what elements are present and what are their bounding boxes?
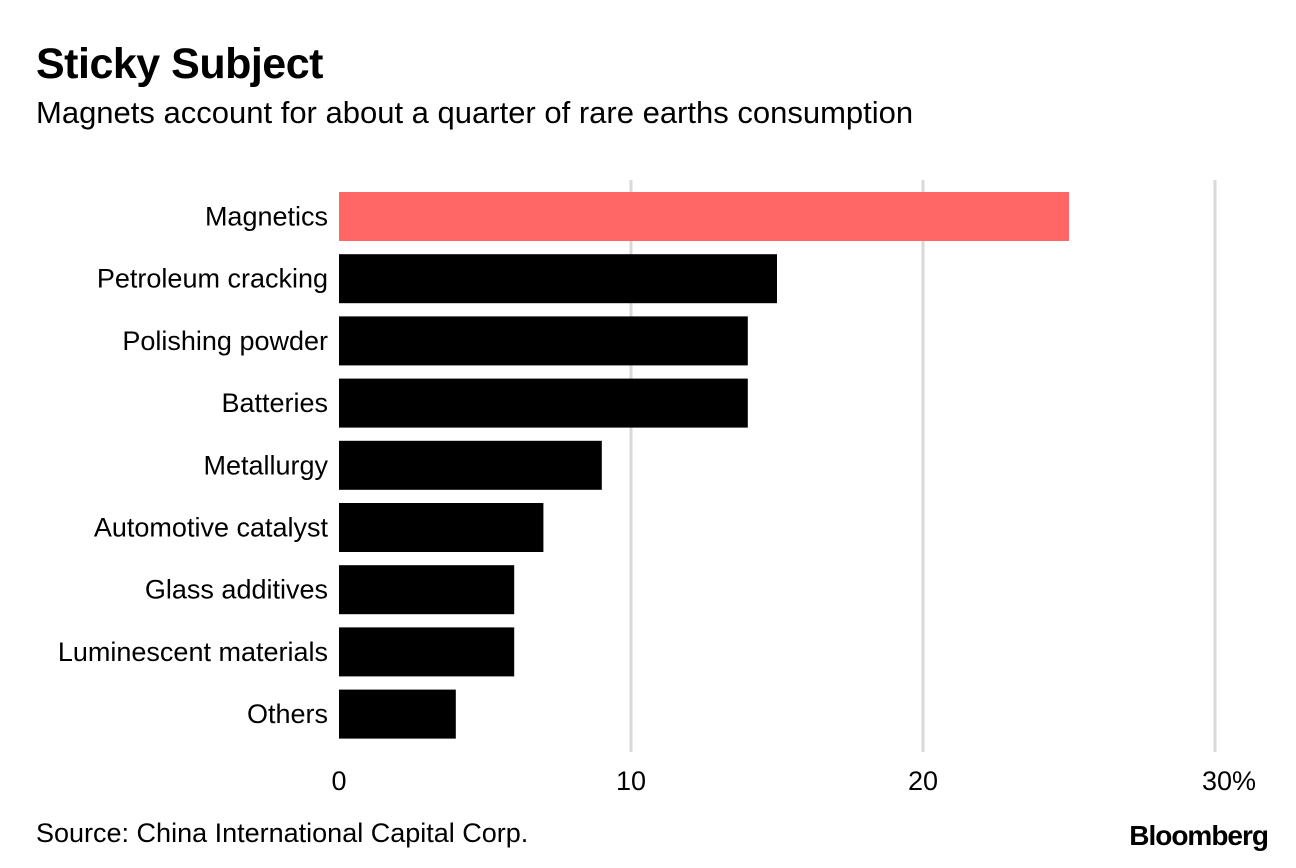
category-label-glass-additives: Glass additives [145,575,328,605]
category-label-others: Others [247,699,328,729]
bloomberg-logo: Bloomberg [1129,820,1269,851]
source-note: Source: China International Capital Corp… [36,818,529,848]
x-tick-label-10: 10 [616,766,646,796]
chart-subtitle: Magnets account for about a quarter of r… [36,95,914,130]
bar-automotive-catalyst [339,503,544,552]
x-tick-label-30: 30% [1202,766,1256,796]
bar-polishing-powder [339,316,748,366]
x-tick-label-0: 0 [331,766,346,796]
category-label-luminescent-materials: Luminescent materials [58,637,328,667]
chart-title: Sticky Subject [36,40,323,88]
category-label-polishing-powder: Polishing powder [122,326,328,356]
bar-petroleum-cracking [339,254,777,304]
x-tick-label-20: 20 [908,766,938,796]
category-label-automotive-catalyst: Automotive catalyst [94,513,329,543]
category-label-batteries: Batteries [221,388,328,418]
category-label-magnetics: Magnetics [205,202,328,232]
bar-glass-additives [339,565,515,615]
bar-magnetics [339,192,1069,241]
bar-metallurgy [339,440,602,490]
bar-luminescent-materials [339,627,515,677]
category-label-metallurgy: Metallurgy [203,450,328,480]
category-label-petroleum-cracking: Petroleum cracking [97,264,328,294]
bar-batteries [339,378,748,428]
bar-others [339,689,456,739]
